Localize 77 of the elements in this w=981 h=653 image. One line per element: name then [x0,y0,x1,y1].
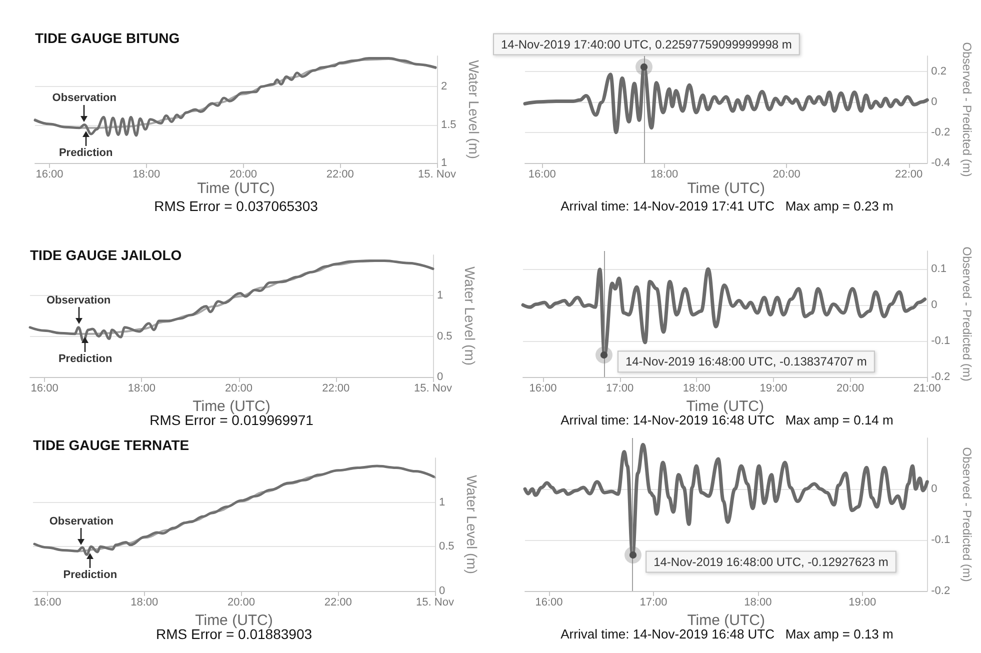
x-tick-label: 18:00 [132,168,160,180]
text: Arrival time: 14-Nov-2019 16:48 UTC Max amp = 0.13 m [560,626,894,642]
text: Arrival time: 14-Nov-2019 16:48 UTC Max amp = 0.14 m [560,412,894,428]
x-axis-title: Time (UTC) [686,398,764,415]
chart-title: TIDE GAUGE JAILOLO [30,247,182,263]
x-tick-label: 17:00 [640,596,668,608]
y-tick-label: 1 [437,290,444,302]
y-tick-label: 0.2 [931,65,946,78]
x-tick-label: 22:00 [895,168,923,180]
y-tick-label: 0.1 [931,263,946,275]
annotation: Observation [52,92,117,104]
x-tick-label: 16:00 [535,596,563,608]
x-tick-label: 17:00 [606,382,634,394]
y-axis-title: Observed - Predicted (m) [960,42,974,177]
x-tick-label: 22:00 [324,596,352,608]
chart-title: TIDE GAUGE BITUNG [35,30,180,46]
x-tick-label: 16:00 [30,382,58,394]
y-tick-label: -0.2 [931,585,950,597]
x-tick-label: 18:00 [130,596,158,608]
annotation: 14-Nov-2019 16:48:00 UTC, -0.12927623 m [654,554,888,569]
y-tick-label: 0.5 [439,540,454,553]
y-axis-title: Water Level (m) [462,266,478,366]
x-tick-label: 16:00 [36,168,64,180]
x-axis-title: Time (UTC) [687,612,765,629]
y-tick-label: 0 [931,299,938,311]
x-axis-title: Time (UTC) [197,180,275,197]
y-tick-label: 1 [439,496,446,508]
x-axis-title: Time (UTC) [192,398,270,415]
x-tick-label: 22:00 [322,382,350,394]
y-axis-title: Water Level (m) [464,474,480,574]
y-tick-label: 2 [441,80,448,93]
x-tick-label: 15. Nov [414,382,452,394]
y-tick-label: -0.2 [931,371,950,383]
x-tick-label: 20:00 [230,168,258,180]
y-tick-label: 0 [439,585,446,597]
x-tick-label: 15. Nov [418,168,456,180]
x-tick-label: 20:00 [225,382,253,394]
annotation: 14-Nov-2019 16:48:00 UTC, -0.138374707 m [625,354,867,369]
y-tick-label: -0.4 [931,157,950,169]
y-tick-label: 0 [931,483,938,495]
text: RMS Error = 0.037065303 [154,198,318,214]
x-tick-label: 15. Nov [416,596,454,608]
y-axis-title: Observed - Predicted (m) [960,447,974,582]
x-tick-label: 19:00 [760,382,788,394]
y-tick-label: -0.1 [931,335,950,347]
y-tick-label: -0.1 [931,534,950,546]
x-tick-label: 18:00 [682,382,710,394]
y-tick-label: 0 [437,371,444,383]
y-axis-title: Observed - Predicted (m) [960,246,974,382]
annotation: Prediction [58,146,114,159]
x-tick-label: 18:00 [128,382,156,394]
annotation: Observation [49,515,114,528]
text: Arrival time: 14-Nov-2019 17:41 UTC Max amp = 0.23 m [560,198,894,214]
x-tick-label: 16:00 [529,382,557,394]
y-tick-label: 0 [931,96,938,108]
annotation: Observation [46,294,111,306]
x-tick-label: 20:00 [836,382,864,394]
x-tick-label: 20:00 [772,168,800,180]
x-tick-label: 19:00 [848,596,876,608]
x-tick-label: 22:00 [326,168,354,180]
y-axis-title: Water Level (m) [466,60,482,160]
annotation: Prediction [58,352,113,365]
y-tick-label: 0.5 [437,330,452,342]
x-tick-label: 18:00 [650,168,678,180]
y-tick-label: -0.2 [931,126,950,138]
x-axis-title: Time (UTC) [195,612,273,629]
x-tick-label: 20:00 [228,596,256,608]
x-tick-label: 16:00 [528,168,556,180]
annotation: 14-Nov-2019 17:40:00 UTC, 0.22597759099999998 m [501,37,792,52]
x-tick-label: 18:00 [744,596,772,608]
x-tick-label: 21:00 [913,382,941,394]
x-axis-title: Time (UTC) [687,180,765,197]
annotation: Prediction [63,569,118,582]
chart-title: TIDE GAUGE TERNATE [33,437,190,453]
y-tick-label: 1.5 [441,118,456,131]
y-tick-label: 1 [441,157,448,169]
x-tick-label: 16:00 [34,596,62,608]
